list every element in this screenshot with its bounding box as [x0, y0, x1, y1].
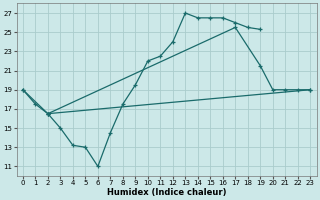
X-axis label: Humidex (Indice chaleur): Humidex (Indice chaleur) — [107, 188, 226, 197]
